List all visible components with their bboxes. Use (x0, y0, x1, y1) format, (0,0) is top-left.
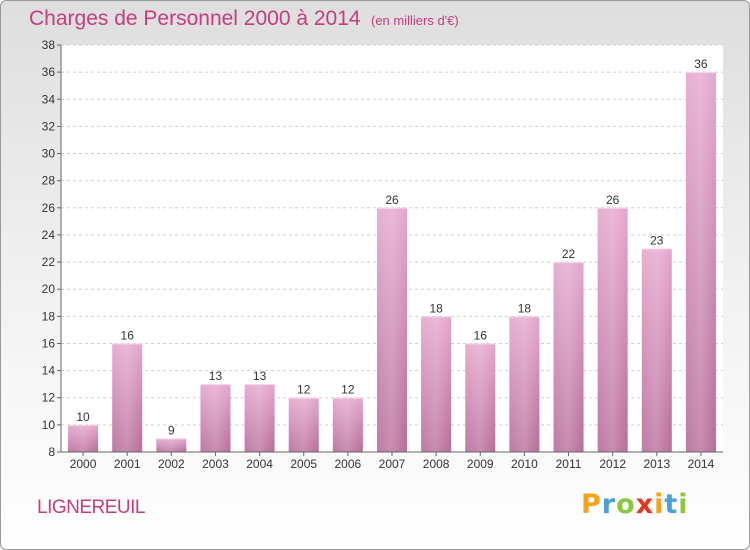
x-tick-label: 2004 (246, 457, 273, 471)
y-tick-label: 18 (42, 309, 56, 323)
data-label: 26 (606, 193, 620, 207)
bar-shine (156, 438, 187, 452)
bar-shine (597, 207, 628, 452)
y-tick-label: 20 (42, 282, 56, 296)
y-tick-label: 24 (42, 228, 56, 242)
proxiti-logo: Proxiti (581, 489, 689, 520)
x-tick-label: 2001 (114, 457, 141, 471)
x-tick-label: 2005 (290, 457, 317, 471)
x-tick-label: 2006 (335, 457, 362, 471)
x-axis: 2000 2001 2002 2003 2004 2005 2006 2007 2008 2009… (61, 451, 723, 471)
data-label: 18 (518, 301, 532, 315)
x-tick-label: 2010 (511, 457, 538, 471)
logo-letter: i (678, 489, 689, 520)
bar-shine (553, 262, 584, 452)
bars (68, 72, 716, 452)
bar-shine (421, 316, 452, 452)
y-tick-label: 16 (42, 336, 56, 350)
logo-letter: i (654, 489, 665, 520)
bar-shine (376, 207, 408, 452)
x-tick-label: 2011 (556, 457, 582, 471)
data-label: 23 (650, 234, 664, 248)
data-label: 18 (429, 301, 443, 315)
bar-shine (288, 397, 319, 452)
x-tick-label: 2014 (688, 457, 715, 471)
logo-letter: x (635, 489, 655, 520)
x-tick-label: 2007 (379, 457, 406, 471)
bar-shine (244, 384, 275, 452)
bar-shine (685, 72, 716, 452)
logo-letter: o (616, 489, 636, 520)
logo-letter: r (601, 489, 617, 520)
x-tick-label: 2008 (423, 457, 450, 471)
bar-shine (332, 397, 363, 452)
y-tick-label: 30 (42, 147, 56, 161)
data-label: 26 (385, 193, 399, 207)
x-tick-label: 2013 (643, 457, 670, 471)
data-label: 12 (341, 383, 355, 397)
bar-shine (465, 343, 496, 452)
bar-shine (641, 248, 672, 452)
y-tick-label: 32 (42, 119, 56, 133)
x-tick-label: 2012 (599, 457, 626, 471)
y-tick-label: 28 (42, 174, 56, 188)
logo-letter: t (664, 489, 679, 520)
y-tick-label: 34 (42, 92, 56, 106)
x-tick-label: 2000 (70, 457, 97, 471)
chart-subtitle: (en milliers d'€) (371, 13, 459, 28)
y-tick-label: 14 (42, 364, 56, 378)
data-label: 16 (121, 328, 135, 342)
data-label: 10 (76, 410, 90, 424)
value-labels: 10 16 9 13 13 12 12 26 18 16 18 22 26 23 36 (76, 57, 708, 437)
y-tick-label: 8 (48, 445, 55, 459)
x-tick-label: 2003 (202, 457, 229, 471)
bar-shine (509, 316, 540, 452)
data-label: 16 (474, 328, 488, 342)
x-tick-label: 2009 (467, 457, 494, 471)
data-label: 12 (297, 383, 311, 397)
data-label: 9 (168, 423, 175, 437)
logo-letter: P (581, 489, 602, 520)
chart-title: Charges de Personnel 2000 à 2014 (29, 7, 361, 30)
y-tick-label: 38 (42, 38, 56, 52)
y-tick-label: 10 (42, 418, 56, 432)
y-tick-label: 22 (42, 255, 56, 269)
data-label: 13 (209, 369, 223, 383)
bar-shine (112, 343, 143, 452)
data-label: 13 (253, 369, 267, 383)
data-label: 22 (562, 247, 576, 261)
x-tick-label: 2002 (158, 457, 185, 471)
y-tick-label: 12 (42, 391, 56, 405)
commune-name: LIGNEREUIL (37, 497, 145, 518)
y-tick-label: 36 (42, 65, 56, 79)
bar-shine (68, 424, 99, 452)
y-axis: 8 10 12 14 16 18 20 22 24 26 28 30 32 34 36 38 (42, 38, 62, 459)
data-label: 36 (694, 57, 708, 71)
y-tick-label: 26 (42, 201, 56, 215)
bar-shine (200, 384, 231, 452)
